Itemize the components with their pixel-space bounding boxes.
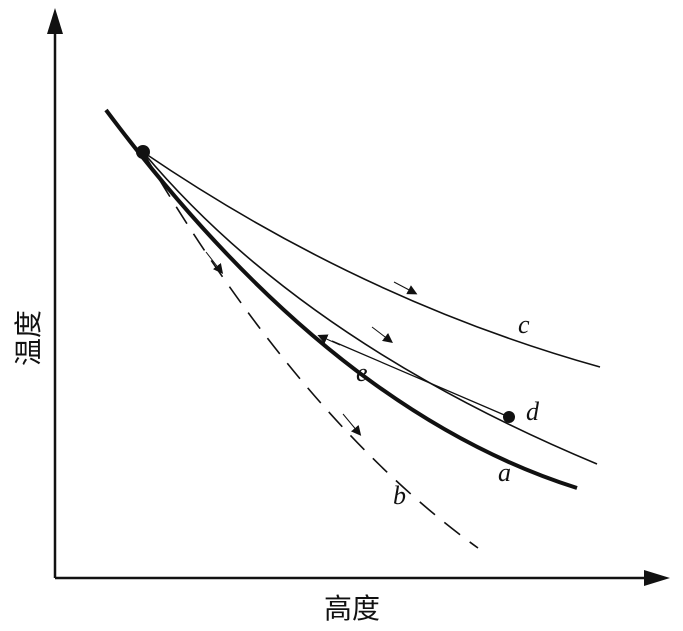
curve-e-arrow-icon <box>317 334 341 346</box>
curve-c-arrow-icon <box>393 281 418 295</box>
y-axis-title: 温度 <box>12 310 45 366</box>
curve-label-a: a <box>498 458 511 487</box>
x-axis-arrow-icon <box>644 570 670 586</box>
curve-d-arrow-icon <box>371 326 393 344</box>
x-axis-title: 高度 <box>324 592 380 625</box>
curve-c <box>142 151 601 368</box>
curve-b <box>142 151 479 549</box>
curve-e <box>331 340 510 418</box>
start-point <box>136 145 150 159</box>
axes <box>47 8 670 586</box>
y-axis-arrow-icon <box>47 8 63 34</box>
curve-label-b: b <box>393 481 406 510</box>
curve-d <box>142 151 598 465</box>
curve-label-d: d <box>526 397 540 426</box>
curve-b-arrow-2-icon <box>342 413 362 436</box>
curve-label-e: e <box>356 358 368 387</box>
curve-label-c: c <box>518 310 530 339</box>
curve-b-arrow-1-icon <box>205 251 224 274</box>
curve-a <box>104 108 578 490</box>
point-d <box>503 411 515 423</box>
